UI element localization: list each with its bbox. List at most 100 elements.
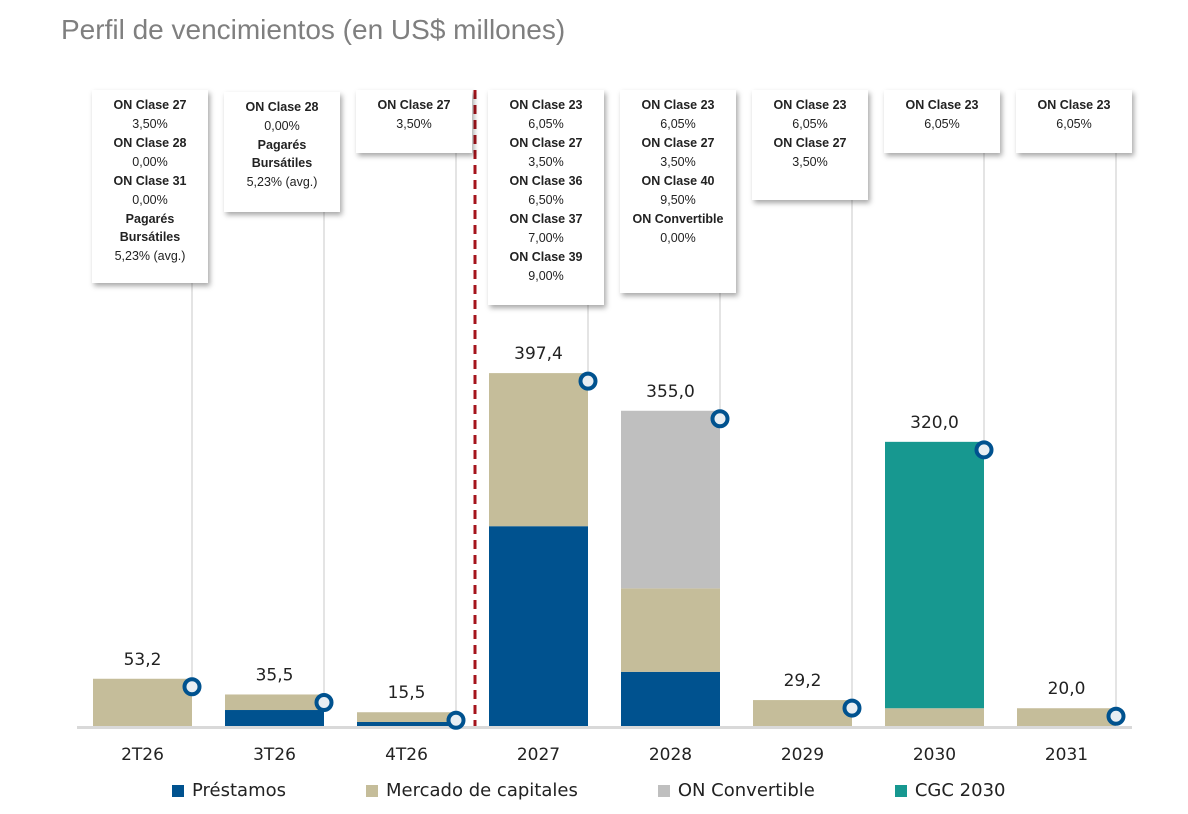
bar-segment-mercado-de-capitales — [489, 373, 588, 527]
bar-segment-on-convertible — [621, 410, 720, 589]
legend-swatch — [172, 784, 184, 797]
callout-rate: 0,00% — [264, 119, 300, 133]
callout-box: ON Clase 23 6,05% ON Clase 27 3,50% — [752, 90, 868, 200]
callout-instrument-name: ON Clase 31 — [113, 174, 187, 188]
bar-segment-mercado-de-capitales — [225, 694, 324, 711]
x-tick-label: 3T26 — [253, 745, 296, 765]
callout-instrument-name: Pagarés Bursátiles — [251, 138, 313, 170]
total-value-label: 35,5 — [256, 665, 294, 685]
x-tick-label: 2030 — [913, 745, 956, 765]
callout-rate: 0,00% — [132, 155, 168, 169]
bar-segment-pr-stamos — [357, 722, 456, 726]
callout-rate: 3,50% — [396, 117, 432, 131]
callout-instrument-name: ON Clase 23 — [905, 98, 979, 112]
chart-title: Perfil de vencimientos (en US$ millones) — [61, 14, 566, 45]
bar-segment-pr-stamos — [621, 671, 720, 726]
chart-legend: Préstamos Mercado de capitales ON Converti… — [172, 780, 1005, 801]
callout-box: ON Clase 27 3,50% — [356, 90, 472, 153]
total-value-label: 15,5 — [388, 683, 426, 703]
legend-item: ON Convertible — [657, 780, 815, 801]
bar-segment-mercado-de-capitales — [753, 700, 852, 726]
callout-instrument-name: ON Clase 23 — [509, 98, 583, 112]
callout-rate: 5,23% (avg.) — [246, 175, 318, 189]
callout-instrument-name: ON Convertible — [632, 212, 724, 226]
total-marker — [182, 677, 202, 697]
legend-label: ON Convertible — [677, 780, 815, 801]
legend-label: CGC 2030 — [914, 780, 1006, 801]
callout-rate: 6,05% — [528, 117, 564, 131]
callout-box: ON Clase 23 6,05% ON Clase 27 3,50% ON Clase… — [488, 90, 604, 305]
bar-segment-mercado-de-capitales — [621, 588, 720, 672]
callout-rate: 6,50% — [528, 193, 564, 207]
bar-segment-cgc-2030 — [885, 441, 984, 709]
total-marker — [1106, 706, 1126, 726]
callout-box: ON Clase 28 0,00% Pagarés Bursátiles 5,23% … — [224, 92, 340, 212]
callout-rate: 0,00% — [132, 193, 168, 207]
callout-instrument-name: ON Clase 37 — [509, 212, 583, 226]
total-value-label: 355,0 — [646, 382, 695, 402]
x-tick-label: 2031 — [1045, 745, 1088, 765]
total-value-label: 20,0 — [1048, 679, 1086, 699]
callout-instrument-name: ON Clase 27 — [509, 136, 583, 150]
legend-swatch — [657, 784, 670, 797]
total-value-label: 29,2 — [784, 671, 822, 691]
callout-rate: 6,05% — [792, 117, 828, 131]
callout-rate: 9,00% — [528, 269, 564, 283]
bar-segment-mercado-de-capitales — [357, 712, 456, 723]
callout-box: ON Clase 23 6,05% — [1016, 90, 1132, 153]
total-value-label: 53,2 — [124, 650, 162, 670]
callout-rate: 0,00% — [660, 231, 696, 245]
x-tick-label: 2T26 — [121, 745, 164, 765]
callout-rate: 5,23% (avg.) — [114, 249, 186, 263]
bar-segment-pr-stamos — [489, 526, 588, 726]
x-tick-label: 4T26 — [385, 745, 428, 765]
callout-instrument-name: ON Clase 27 — [377, 98, 451, 112]
legend-swatch — [894, 784, 907, 797]
callout-rate: 6,05% — [660, 117, 696, 131]
callout-box: ON Clase 23 6,05% — [884, 90, 1000, 153]
callout-instrument-name: ON Clase 28 — [245, 100, 319, 114]
callout-instrument-name: ON Clase 36 — [509, 174, 583, 188]
bar-segment-mercado-de-capitales — [93, 678, 192, 726]
legend-item: CGC 2030 — [894, 780, 1006, 801]
x-tick-label: 2028 — [649, 745, 692, 765]
callout-rate: 7,00% — [528, 231, 564, 245]
callout-instrument-name: ON Clase 23 — [641, 98, 715, 112]
callout-instrument-name: ON Clase 40 — [641, 174, 715, 188]
legend-swatch — [366, 784, 379, 797]
bar-segment-mercado-de-capitales — [885, 708, 984, 726]
callout-instrument-name: ON Clase 23 — [1037, 98, 1111, 112]
legend-item: Préstamos — [172, 780, 286, 801]
callout-instrument-name: ON Clase 27 — [113, 98, 187, 112]
total-value-label: 397,4 — [514, 344, 563, 364]
bar-segment-pr-stamos — [225, 710, 324, 726]
callout-instrument-name: ON Clase 27 — [641, 136, 715, 150]
legend-item: Mercado de capitales — [366, 780, 578, 801]
callout-box: ON Clase 27 3,50% ON Clase 28 0,00% ON Clase… — [92, 90, 208, 283]
x-tick-label: 2027 — [517, 745, 560, 765]
callout-rate: 3,50% — [660, 155, 696, 169]
callout-rate: 6,05% — [1056, 117, 1092, 131]
bar-segment-mercado-de-capitales — [1017, 708, 1116, 726]
callout-instrument-name: ON Clase 28 — [113, 136, 187, 150]
callout-instrument-name: Pagarés Bursátiles — [119, 212, 181, 244]
total-marker — [710, 409, 730, 429]
legend-label: Préstamos — [192, 780, 287, 801]
total-marker — [446, 710, 466, 730]
callout-rate: 3,50% — [132, 117, 168, 131]
total-marker — [314, 692, 334, 712]
total-marker — [974, 440, 994, 460]
x-tick-label: 2029 — [781, 745, 824, 765]
callout-box: ON Clase 23 6,05% ON Clase 27 3,50% ON Clase… — [620, 90, 736, 293]
callout-instrument-name: ON Clase 39 — [509, 250, 583, 264]
callout-rate: 9,50% — [660, 193, 696, 207]
legend-label: Mercado de capitales — [386, 780, 578, 801]
total-value-label: 320,0 — [910, 413, 959, 433]
total-marker — [578, 371, 598, 391]
callout-rate: 3,50% — [792, 155, 828, 169]
callout-rate: 3,50% — [528, 155, 564, 169]
total-marker — [842, 698, 862, 718]
callout-rate: 6,05% — [924, 117, 960, 131]
callout-instrument-name: ON Clase 23 — [773, 98, 847, 112]
